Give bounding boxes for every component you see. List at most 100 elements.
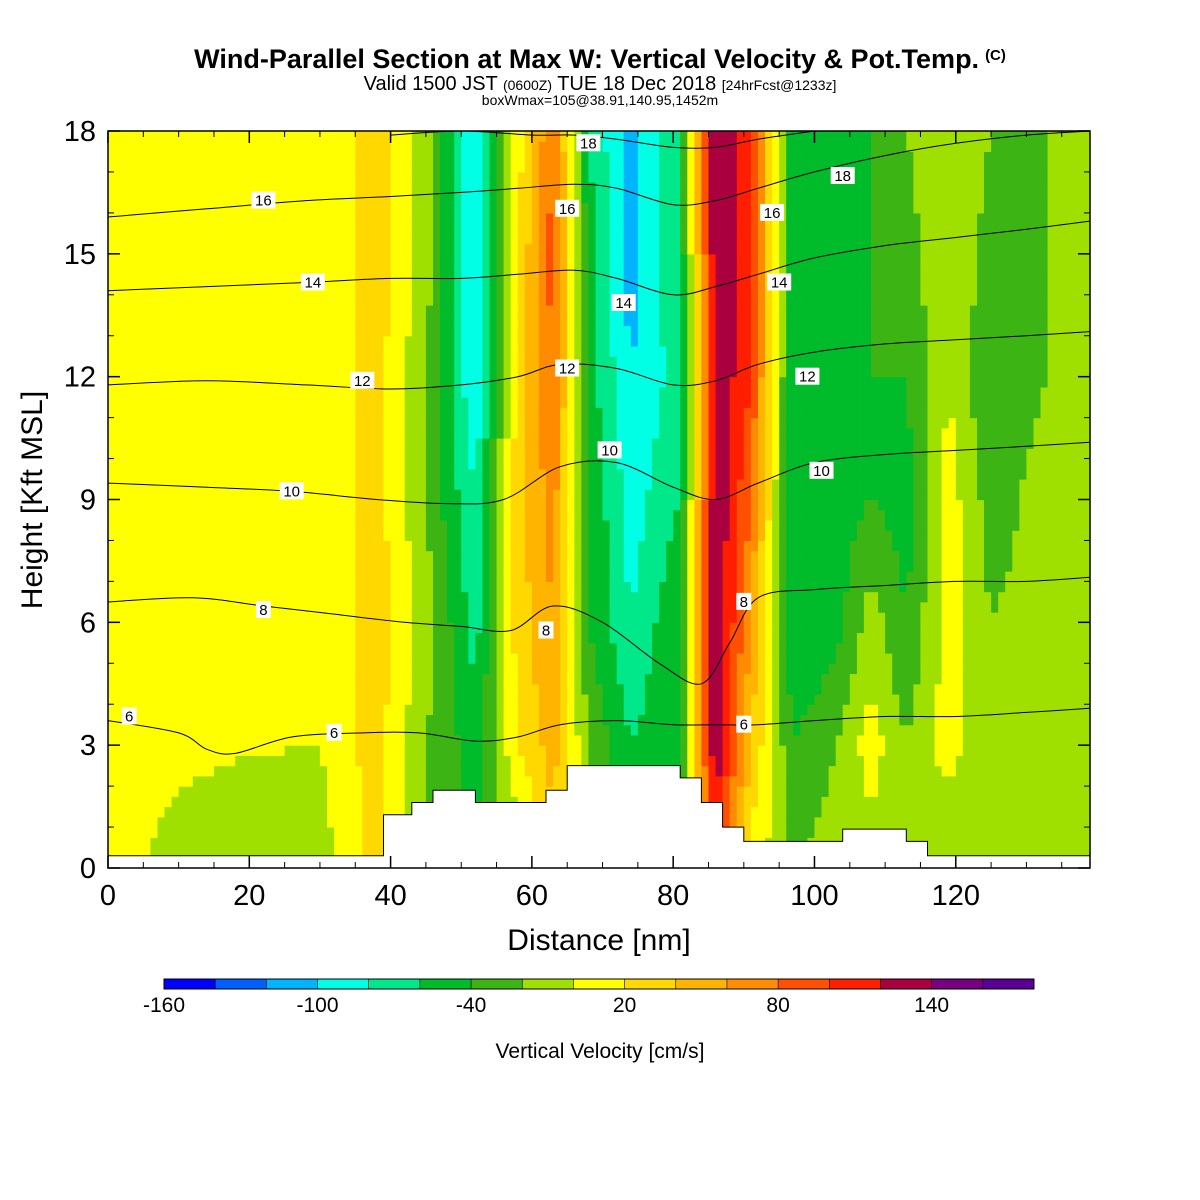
velocity-cell xyxy=(447,765,455,777)
velocity-cell xyxy=(206,694,215,705)
velocity-cell xyxy=(108,202,116,214)
velocity-cell xyxy=(425,233,434,245)
velocity-cell xyxy=(164,356,173,367)
velocity-cell xyxy=(447,315,455,327)
velocity-cell xyxy=(397,765,406,777)
velocity-cell xyxy=(341,468,349,480)
velocity-cell xyxy=(157,315,166,327)
velocity-cell xyxy=(383,479,392,490)
velocity-cell xyxy=(553,151,561,163)
velocity-cell xyxy=(150,223,159,234)
velocity-cell xyxy=(538,407,547,419)
velocity-cell xyxy=(524,192,533,204)
velocity-cell xyxy=(178,622,187,634)
velocity-cell xyxy=(376,847,385,859)
velocity-cell xyxy=(538,346,547,357)
velocity-cell xyxy=(496,346,505,357)
velocity-cell xyxy=(588,632,597,644)
velocity-cell xyxy=(411,714,420,726)
velocity-cell xyxy=(447,366,455,378)
velocity-cell xyxy=(115,335,123,347)
velocity-cell xyxy=(383,755,392,767)
velocity-cell xyxy=(581,417,589,429)
velocity-cell xyxy=(319,530,328,541)
velocity-cell xyxy=(221,397,229,408)
velocity-cell xyxy=(433,694,441,705)
velocity-cell xyxy=(404,407,413,419)
velocity-cell xyxy=(334,294,342,306)
velocity-cell xyxy=(221,673,229,685)
velocity-cell xyxy=(376,397,385,408)
velocity-cell xyxy=(362,171,370,183)
velocity-cell xyxy=(228,786,236,797)
velocity-cell xyxy=(199,734,208,746)
velocity-cell xyxy=(433,520,441,531)
velocity-cell xyxy=(369,386,378,398)
velocity-cell xyxy=(235,827,243,838)
velocity-cell xyxy=(355,540,363,552)
velocity-cell xyxy=(411,171,420,183)
velocity-cell xyxy=(588,673,597,685)
velocity-cell xyxy=(256,642,265,654)
velocity-cell xyxy=(235,407,243,419)
velocity-cell xyxy=(277,131,286,142)
velocity-cell xyxy=(468,458,476,470)
velocity-cell xyxy=(553,653,561,664)
velocity-cell xyxy=(178,284,187,296)
velocity-cell xyxy=(369,816,378,828)
velocity-cell xyxy=(468,704,476,715)
velocity-cell xyxy=(136,489,144,501)
velocity-cell xyxy=(531,356,540,367)
velocity-cell xyxy=(376,591,385,603)
velocity-cell xyxy=(298,796,307,808)
velocity-cell xyxy=(122,356,130,367)
velocity-cell xyxy=(489,376,498,388)
velocity-cell xyxy=(171,161,180,173)
velocity-cell xyxy=(440,243,448,255)
velocity-cell xyxy=(115,796,123,808)
velocity-cell xyxy=(489,479,498,490)
velocity-cell xyxy=(588,305,597,316)
velocity-cell xyxy=(581,386,589,398)
velocity-cell xyxy=(122,325,130,337)
velocity-cell xyxy=(150,642,159,654)
velocity-cell xyxy=(143,151,151,163)
velocity-cell xyxy=(157,489,166,501)
velocity-cell xyxy=(284,223,293,234)
velocity-cell xyxy=(235,438,243,449)
velocity-cell xyxy=(284,141,293,152)
velocity-cell xyxy=(390,509,399,521)
velocity-cell xyxy=(567,284,575,296)
velocity-cell xyxy=(214,284,222,296)
velocity-cell xyxy=(496,131,505,142)
velocity-cell xyxy=(383,223,392,234)
velocity-cell xyxy=(277,714,286,726)
velocity-cell xyxy=(136,376,144,388)
velocity-cell xyxy=(418,479,427,490)
velocity-cell xyxy=(263,264,272,275)
velocity-cell xyxy=(404,171,413,183)
velocity-cell xyxy=(574,653,582,664)
velocity-cell xyxy=(171,131,180,142)
velocity-cell xyxy=(517,755,526,767)
velocity-cell xyxy=(362,683,370,695)
velocity-cell xyxy=(461,131,469,142)
velocity-cell xyxy=(404,274,413,286)
velocity-cell xyxy=(263,366,272,378)
velocity-cell xyxy=(136,847,144,859)
velocity-cell xyxy=(228,601,236,613)
velocity-cell xyxy=(164,745,173,756)
velocity-cell xyxy=(327,601,335,613)
velocity-cell xyxy=(468,335,476,347)
velocity-cell xyxy=(305,356,314,367)
velocity-cell xyxy=(475,315,484,327)
velocity-cell xyxy=(334,284,342,296)
velocity-cell xyxy=(510,233,519,245)
velocity-cell xyxy=(305,601,314,613)
velocity-cell xyxy=(553,704,561,715)
velocity-cell xyxy=(171,847,180,859)
velocity-cell xyxy=(108,632,116,644)
velocity-cell xyxy=(263,663,272,675)
velocity-cell xyxy=(369,837,378,849)
velocity-cell xyxy=(418,550,427,562)
